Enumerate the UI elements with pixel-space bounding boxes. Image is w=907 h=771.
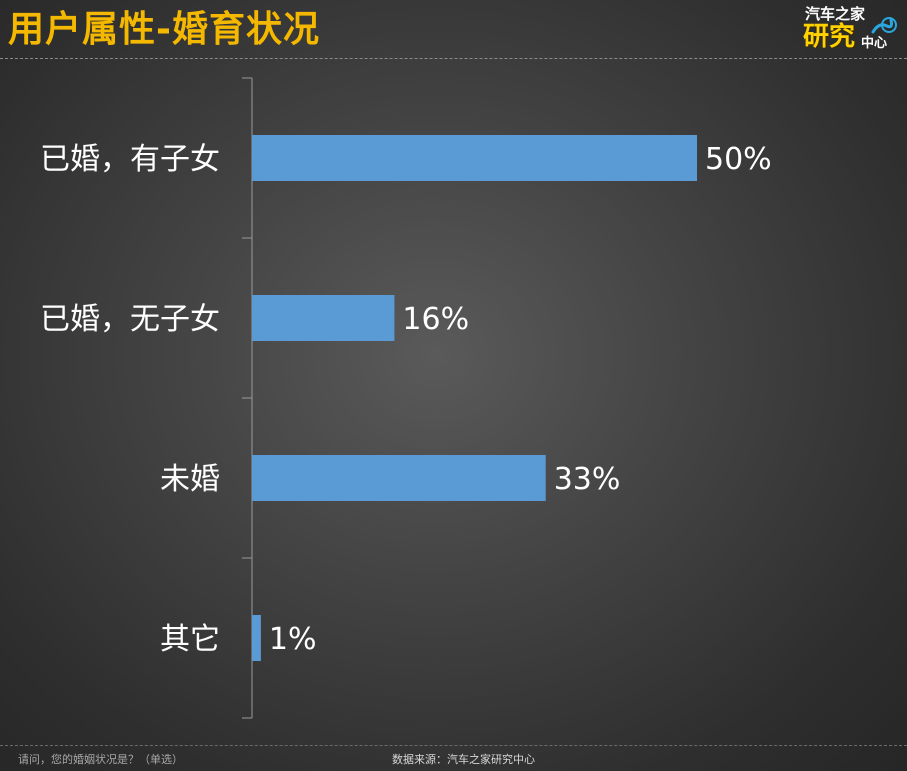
title-divider [0, 58, 907, 59]
value-label: 16% [402, 302, 469, 337]
logo-swirl-icon [871, 17, 897, 34]
logo-brand-text: 汽车之家 [805, 5, 866, 23]
survey-question-note: 请问，您的婚姻状况是？（单选） [18, 753, 183, 766]
logo-research-text: 研究 [803, 22, 856, 52]
category-label: 已婚，有子女 [40, 142, 220, 177]
data-source-note: 数据来源：汽车之家研究中心 [392, 753, 535, 766]
bar-1 [252, 135, 697, 181]
category-label: 其它 [160, 622, 220, 657]
marital-status-bar-chart: 已婚，有子女 50% 已婚，无子女 16% 未婚 33% 其它 1% [40, 77, 772, 719]
value-label: 50% [705, 142, 772, 177]
bar-2 [252, 295, 395, 341]
bar-3 [252, 455, 546, 501]
logo-center-text: 中心 [861, 36, 888, 51]
category-label: 未婚 [160, 462, 220, 497]
autohome-research-logo: 汽车之家 研究 中心 [803, 4, 899, 54]
value-label: 1% [269, 622, 317, 657]
category-label: 已婚，无子女 [40, 302, 220, 337]
footer-divider [0, 745, 907, 746]
page-title: 用户属性-婚育状况 [8, 9, 320, 50]
value-label: 33% [554, 462, 621, 497]
bar-4 [252, 615, 261, 661]
